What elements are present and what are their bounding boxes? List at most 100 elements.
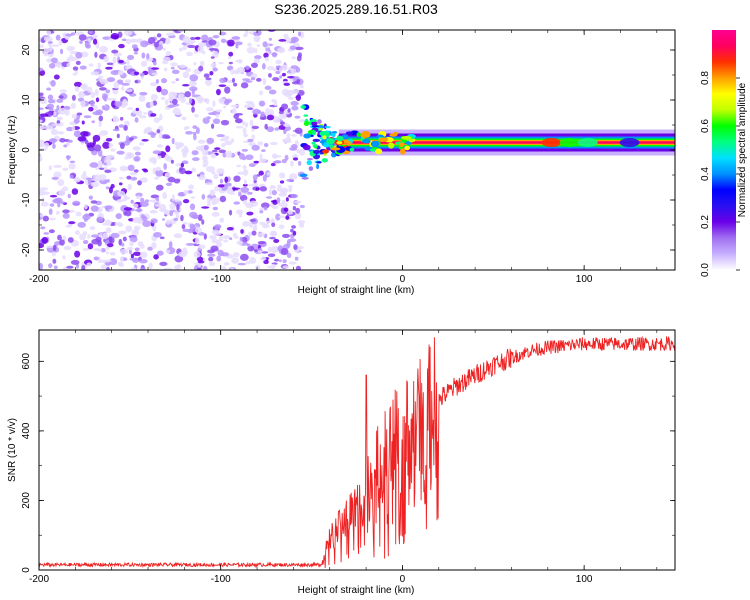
heatmap-noise-cell [291,56,296,60]
heatmap-noise-cell [132,146,141,151]
heatmap-band-cell [541,138,562,147]
heatmap-noise-cell [295,207,301,214]
heatmap-noise-cell [122,198,127,202]
heatmap-noise-cell [130,171,137,176]
heatmap-band-cell [322,149,330,154]
heatmap-noise-cell [39,119,43,123]
heatmap-noise-cell [283,123,291,127]
heatmap-band-cell [330,147,341,151]
heatmap-noise-cell [49,194,58,198]
heatmap-noise-cell [119,248,129,255]
heatmap-noise-cell [124,65,131,70]
x-tick-label: 0 [400,274,406,285]
heatmap-noise-cell [118,124,125,128]
heatmap-noise-cell [216,168,225,175]
heatmap-noise-cell [263,143,269,148]
heatmap-noise-cell [51,44,60,47]
heatmap-noise-cell [263,52,269,59]
heatmap-noise-cell [190,196,195,199]
heatmap-noise-cell [259,210,264,214]
heatmap-noise-cell [160,88,169,96]
heatmap-noise-cell [201,150,209,156]
heatmap-noise-cell [94,51,98,58]
heatmap-noise-cell [208,48,218,51]
heatmap-noise-cell [236,209,244,215]
heatmap-noise-cell [281,233,291,238]
heatmap-noise-cell [81,264,86,270]
heatmap-onset-cell [316,163,320,170]
heatmap-noise-cell [53,111,57,116]
heatmap-noise-cell [229,192,235,195]
heatmap-noise-cell [49,45,53,52]
heatmap-noise-cell [211,149,218,153]
heatmap-noise-cell [103,166,108,170]
heatmap-noise-cell [198,65,204,72]
heatmap-noise-cell [268,73,272,78]
x-tick-label: -200 [29,574,49,585]
heatmap-noise-cell [299,222,305,228]
heatmap-noise-cell [98,115,104,122]
heatmap-noise-cell [251,230,257,236]
heatmap-noise-cell [104,219,112,226]
heatmap-noise-cell [70,102,76,109]
heatmap-noise-cell [117,69,124,76]
heatmap-noise-cell [44,125,54,130]
heatmap-noise-cell [299,85,304,89]
colorbar-tick-label: 0.8 [700,71,711,85]
heatmap-noise-cell [220,119,230,126]
heatmap-noise-cell [106,267,110,270]
heatmap-noise-cell [182,228,191,233]
heatmap-band-cell [375,148,383,155]
heatmap-noise-cell [240,186,250,193]
heatmap-noise-cell [228,61,233,65]
heatmap-noise-cell [194,36,201,40]
heatmap-noise-cell [177,192,185,197]
heatmap-noise-cell [73,130,82,138]
heatmap-noise-cell [159,261,168,267]
heatmap-noise-cell [219,77,226,84]
heatmap-noise-cell [246,211,254,216]
heatmap-noise-cell [151,242,157,249]
y-tick-label: -20 [21,242,32,257]
heatmap-noise-cell [46,58,53,63]
heatmap-noise-cell [242,121,246,126]
heatmap-noise-cell [59,89,67,93]
heatmap-noise-cell [253,249,258,252]
heatmap-noise-cell [177,95,182,101]
heatmap-noise-cell [191,106,195,113]
heatmap-noise-cell [46,30,51,37]
heatmap-noise-cell [152,150,162,155]
heatmap-noise-cell [140,267,146,270]
heatmap-noise-cell [231,36,241,40]
heatmap-noise-cell [118,176,125,180]
snr-line [39,335,675,569]
heatmap-noise-cell [180,214,184,222]
snr-series-group [39,335,675,569]
heatmap-noise-cell [82,240,89,245]
heatmap-noise-cell [174,209,178,215]
y-tick-label: 10 [21,94,32,106]
heatmap-noise-cell [299,204,306,209]
y-tick-label: 600 [21,353,32,370]
heatmap-noise-cell [218,31,227,36]
heatmap-noise-cell [211,123,215,129]
heatmap-noise-cell [242,221,250,227]
heatmap-noise-cell [150,82,158,87]
heatmap-noise-cell [58,95,64,99]
colorbar-tick-label: 0.4 [700,167,711,181]
heatmap-noise-cell [267,253,276,258]
heatmap-noise-cell [209,234,217,240]
heatmap-noise-cell [68,162,76,170]
heatmap-noise-cell [208,112,216,116]
heatmap-noise-cell [249,200,258,207]
heatmap-noise-cell [62,209,70,214]
heatmap-noise-cell [197,244,206,249]
heatmap-noise-cell [77,221,86,228]
y-tick-label: 0 [21,567,32,573]
heatmap-noise-cell [64,224,72,228]
heatmap-noise-cell [294,200,302,204]
heatmap-noise-cell [105,251,110,255]
heatmap-noise-cell [242,78,251,81]
x-tick-label: -200 [29,274,49,285]
heatmap-onset-cell [299,173,308,178]
